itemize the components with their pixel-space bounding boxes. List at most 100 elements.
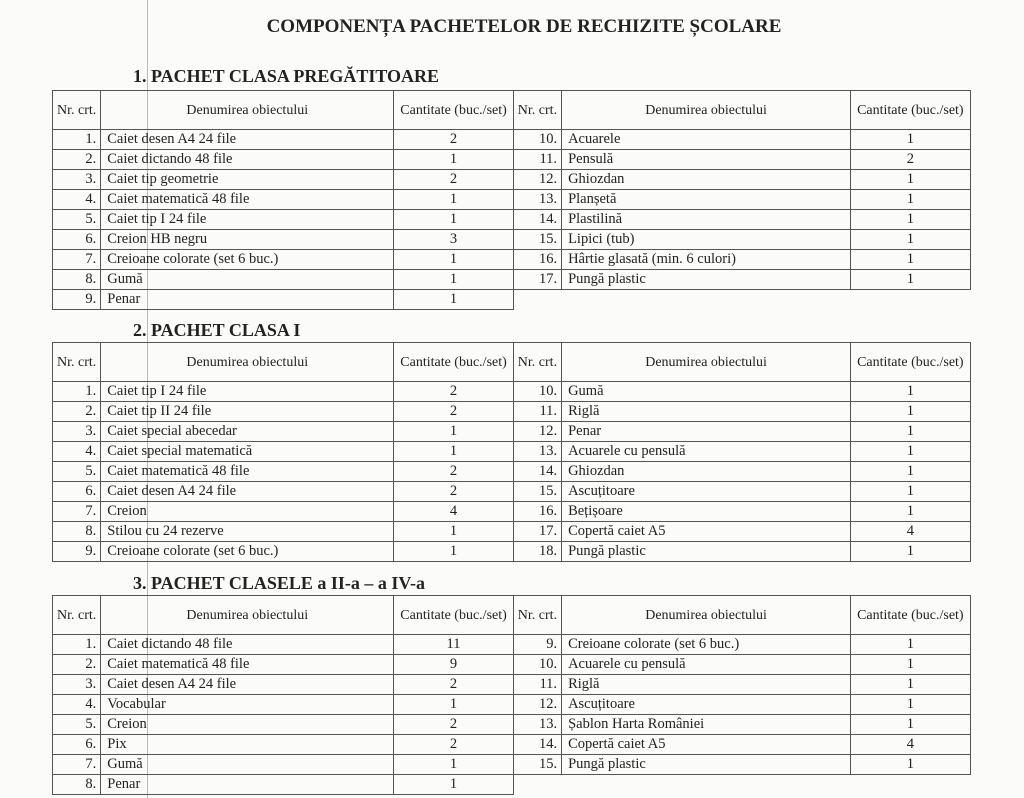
item-name: Gumă <box>100 269 395 290</box>
table-row: 3. Caiet desen A4 24 file 2 11. Riglă 1 <box>51 674 971 695</box>
table-row: 1. Caiet dictando 48 file 11 9. Creioane col… <box>51 634 971 655</box>
header-nr: Nr. crt. <box>512 595 563 635</box>
item-quantity: 2 <box>393 714 514 735</box>
item-number: 12. <box>512 169 563 190</box>
item-number: 2. <box>51 149 102 170</box>
item-quantity: 1 <box>393 541 514 562</box>
item-quantity: 1 <box>850 714 971 735</box>
item-number: 6. <box>51 481 102 502</box>
item-number: 9. <box>51 541 102 562</box>
header-qty: Cantitate (buc./set) <box>850 342 971 382</box>
item-quantity: 9 <box>393 654 514 675</box>
item-number: 14. <box>512 209 563 230</box>
item-number: 2. <box>51 654 102 675</box>
table-header: Nr. crt. Denumirea obiectului Cantitate (b… <box>51 595 971 635</box>
item-name: Caiet matematică 48 file <box>100 189 395 210</box>
item-name: Penar <box>100 774 395 795</box>
item-number: 10. <box>512 129 563 150</box>
item-name: Pungă plastic <box>561 269 852 290</box>
table-row: 8. Stilou cu 24 rezerve 1 17. Copertă caiet … <box>51 521 971 542</box>
item-quantity: 4 <box>850 734 971 755</box>
item-name: Caiet matematică 48 file <box>100 461 395 482</box>
item-name: Lipici (tub) <box>561 229 852 250</box>
item-number: 9. <box>512 634 563 655</box>
header-name: Denumirea obiectului <box>100 90 395 130</box>
item-name: Stilou cu 24 rezerve <box>100 521 395 542</box>
item-name: Caiet matematică 48 file <box>100 654 395 675</box>
item-number: 9. <box>51 289 102 310</box>
item-quantity: 1 <box>393 189 514 210</box>
item-name: Acuarele cu pensulă <box>561 654 852 675</box>
item-quantity: 2 <box>850 149 971 170</box>
item-quantity: 2 <box>393 461 514 482</box>
item-number: 6. <box>51 229 102 250</box>
item-number: 1. <box>51 634 102 655</box>
item-name: Pungă plastic <box>561 541 852 562</box>
table-row: 7. Creion 4 16. Bețișoare 1 <box>51 501 971 522</box>
item-quantity: 4 <box>850 521 971 542</box>
item-number: 11. <box>512 401 563 422</box>
item-name: Creioane colorate (set 6 buc.) <box>100 541 395 562</box>
item-quantity: 1 <box>850 269 971 290</box>
item-number: 3. <box>51 674 102 695</box>
header-nr: Nr. crt. <box>512 342 563 382</box>
item-name: Acuarele <box>561 129 852 150</box>
item-number: 8. <box>51 774 102 795</box>
table-row: 8. Gumă 1 17. Pungă plastic 1 <box>51 269 971 290</box>
item-name: Riglă <box>561 401 852 422</box>
header-name: Denumirea obiectului <box>100 595 395 635</box>
item-quantity: 1 <box>850 694 971 715</box>
item-quantity: 1 <box>393 441 514 462</box>
item-quantity: 2 <box>393 481 514 502</box>
table-header: Nr. crt. Denumirea obiectului Cantitate (b… <box>51 90 971 130</box>
table-row: 6. Pix 2 14. Copertă caiet A5 4 <box>51 734 971 755</box>
item-quantity: 2 <box>393 129 514 150</box>
item-quantity: 1 <box>850 421 971 442</box>
item-name: Ghiozdan <box>561 461 852 482</box>
item-name: Creion HB negru <box>100 229 395 250</box>
item-number: 6. <box>51 734 102 755</box>
header-qty: Cantitate (buc./set) <box>850 90 971 130</box>
item-quantity: 1 <box>393 289 514 310</box>
item-number: 5. <box>51 461 102 482</box>
item-name: Ghiozdan <box>561 169 852 190</box>
header-nr: Nr. crt. <box>51 595 102 635</box>
item-name: Penar <box>100 289 395 310</box>
item-number: 12. <box>512 694 563 715</box>
item-quantity: 1 <box>393 249 514 270</box>
item-name: Caiet desen A4 24 file <box>100 674 395 695</box>
item-name: Vocabular <box>100 694 395 715</box>
item-name: Creioane colorate (set 6 buc.) <box>100 249 395 270</box>
item-quantity: 4 <box>393 501 514 522</box>
item-name: Copertă caiet A5 <box>561 521 852 542</box>
item-quantity: 1 <box>850 249 971 270</box>
item-number: 16. <box>512 501 563 522</box>
item-quantity: 1 <box>850 381 971 402</box>
header-qty: Cantitate (buc./set) <box>393 342 514 382</box>
header-name: Denumirea obiectului <box>561 595 852 635</box>
item-name: Caiet tip II 24 file <box>100 401 395 422</box>
item-quantity: 2 <box>393 401 514 422</box>
items-table: Nr. crt. Denumirea obiectului Cantitate (b… <box>51 90 971 310</box>
item-number: 4. <box>51 189 102 210</box>
item-quantity: 2 <box>393 169 514 190</box>
header-qty: Cantitate (buc./set) <box>393 595 514 635</box>
item-number: 5. <box>51 714 102 735</box>
item-quantity: 1 <box>850 754 971 775</box>
item-number: 14. <box>512 461 563 482</box>
item-number: 14. <box>512 734 563 755</box>
item-number: 3. <box>51 169 102 190</box>
item-quantity: 3 <box>393 229 514 250</box>
item-name: Caiet desen A4 24 file <box>100 129 395 150</box>
item-number: 18. <box>512 541 563 562</box>
table-row: 5. Caiet matematică 48 file 2 14. Ghiozdan 1 <box>51 461 971 482</box>
item-name: Creioane colorate (set 6 buc.) <box>561 634 852 655</box>
item-number: 10. <box>512 381 563 402</box>
table-row: 5. Caiet tip I 24 file 1 14. Plastilină 1 <box>51 209 971 230</box>
item-quantity: 11 <box>393 634 514 655</box>
table-row: 6. Caiet desen A4 24 file 2 15. Ascuțitoare 1 <box>51 481 971 502</box>
item-number: 7. <box>51 501 102 522</box>
item-quantity: 1 <box>850 674 971 695</box>
item-number: 15. <box>512 754 563 775</box>
item-name: Caiet dictando 48 file <box>100 149 395 170</box>
